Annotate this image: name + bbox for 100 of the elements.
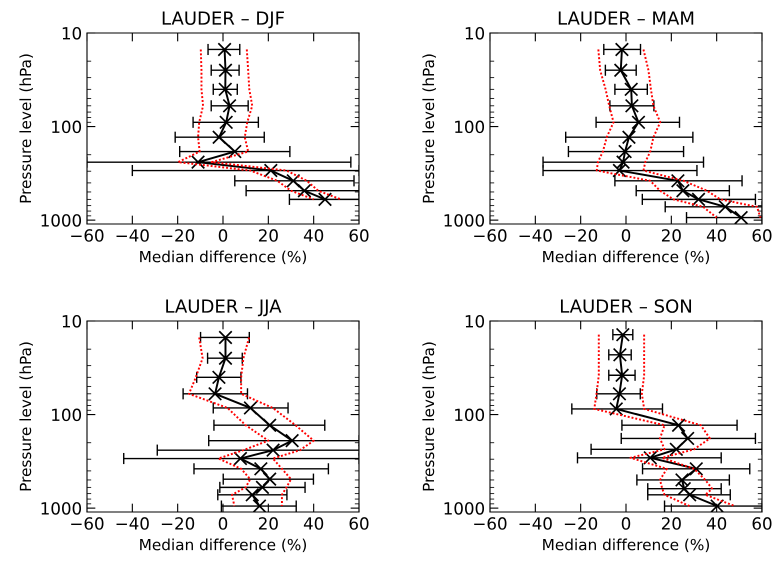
point xyxy=(689,462,704,476)
point xyxy=(669,442,684,456)
x-tick-label: 60 xyxy=(752,517,772,530)
y-tick-label: 1000 xyxy=(42,214,82,227)
y-axis-title: Pressure level (hPa) xyxy=(19,54,34,202)
point xyxy=(609,402,624,416)
point xyxy=(734,210,748,224)
point xyxy=(624,98,639,113)
x-tick-label: −60 xyxy=(474,517,506,530)
point xyxy=(252,498,267,512)
y-tick-label: 10 xyxy=(466,314,484,328)
x-tick-label: −20 xyxy=(162,517,194,530)
point xyxy=(622,130,636,144)
point xyxy=(672,418,686,432)
x-tick-label: 0 xyxy=(218,229,228,242)
point xyxy=(691,192,706,206)
point xyxy=(676,184,690,198)
x-tick-label: −60 xyxy=(474,229,506,242)
y-tick-label: 1000 xyxy=(42,502,82,515)
x-tick-label: 60 xyxy=(752,229,772,242)
y-tick-label: 100 xyxy=(455,408,484,422)
line-series xyxy=(593,334,690,508)
point xyxy=(245,488,260,502)
line-series xyxy=(177,48,315,200)
x-tick-label: −20 xyxy=(564,229,598,242)
line-series xyxy=(240,336,315,508)
x-tick-label: −20 xyxy=(162,229,194,242)
x-axis-title: Median difference (%) xyxy=(543,250,710,264)
point xyxy=(218,63,233,78)
point xyxy=(677,482,692,496)
chart-title: LAUDER – JJA xyxy=(166,300,282,316)
line-series xyxy=(188,336,270,508)
point xyxy=(286,174,300,188)
point xyxy=(674,472,690,488)
point xyxy=(614,63,628,78)
point xyxy=(318,192,332,206)
point xyxy=(614,42,630,57)
x-axis-title: Median difference (%) xyxy=(140,250,306,264)
y-tick-label: 10 xyxy=(466,26,484,40)
x-tick-label: 20 xyxy=(258,517,278,530)
x-tick-label: 0 xyxy=(622,229,630,242)
point xyxy=(285,434,300,448)
chart-title: LAUDER – MAM xyxy=(558,12,694,25)
point xyxy=(255,480,270,494)
point xyxy=(228,144,242,159)
point xyxy=(208,386,222,401)
point xyxy=(262,418,277,432)
point xyxy=(670,174,685,188)
x-tick-label: −40 xyxy=(116,517,149,530)
y-tick-label: 100 xyxy=(52,408,82,422)
y-tick-label: 100 xyxy=(52,120,82,134)
point xyxy=(266,443,280,458)
point xyxy=(612,348,627,362)
x-tick-label: 40 xyxy=(706,517,726,530)
y-tick-label: 10 xyxy=(62,314,82,328)
line-series xyxy=(640,334,736,508)
point xyxy=(680,431,695,446)
x-tick-label: 60 xyxy=(350,229,368,242)
x-tick-label: −60 xyxy=(71,517,104,530)
point xyxy=(218,42,232,57)
y-axis-title: Pressure level (hPa) xyxy=(422,342,436,490)
x-tick-label: −20 xyxy=(564,517,598,530)
point xyxy=(233,451,248,466)
point xyxy=(264,163,278,178)
y-tick-label: 1000 xyxy=(444,502,484,515)
chart-title: LAUDER – DJF xyxy=(162,12,284,28)
x-tick-label: −40 xyxy=(520,229,552,242)
x-tick-label: −60 xyxy=(71,229,104,242)
point xyxy=(616,155,630,170)
point xyxy=(212,370,226,384)
line-series xyxy=(210,48,342,200)
y-tick-label: 100 xyxy=(455,120,484,134)
point xyxy=(612,386,627,401)
point xyxy=(262,472,277,486)
x-tick-label: −40 xyxy=(520,517,552,530)
x-tick-label: 0 xyxy=(218,517,228,530)
x-tick-label: 40 xyxy=(706,229,726,242)
point xyxy=(618,144,632,159)
x-tick-label: 60 xyxy=(350,517,368,530)
point xyxy=(624,82,638,96)
x-tick-label: 20 xyxy=(662,517,681,530)
point xyxy=(190,155,206,170)
point xyxy=(222,98,237,113)
line-series xyxy=(596,48,718,219)
line-series xyxy=(642,48,762,219)
point xyxy=(297,184,312,198)
point xyxy=(631,115,646,130)
point xyxy=(212,130,226,144)
y-axis-title: Pressure level (hPa) xyxy=(422,54,436,202)
point xyxy=(254,462,268,476)
point xyxy=(682,488,697,502)
x-tick-label: 20 xyxy=(258,229,278,242)
point xyxy=(218,82,232,96)
chart-title: LAUDER – SON xyxy=(560,299,692,313)
x-axis-title: Median difference (%) xyxy=(140,538,306,552)
x-tick-label: 40 xyxy=(304,229,324,242)
point xyxy=(243,400,258,416)
x-axis-title: Median difference (%) xyxy=(543,538,710,552)
y-tick-label: 1000 xyxy=(444,214,484,227)
point xyxy=(615,368,630,382)
